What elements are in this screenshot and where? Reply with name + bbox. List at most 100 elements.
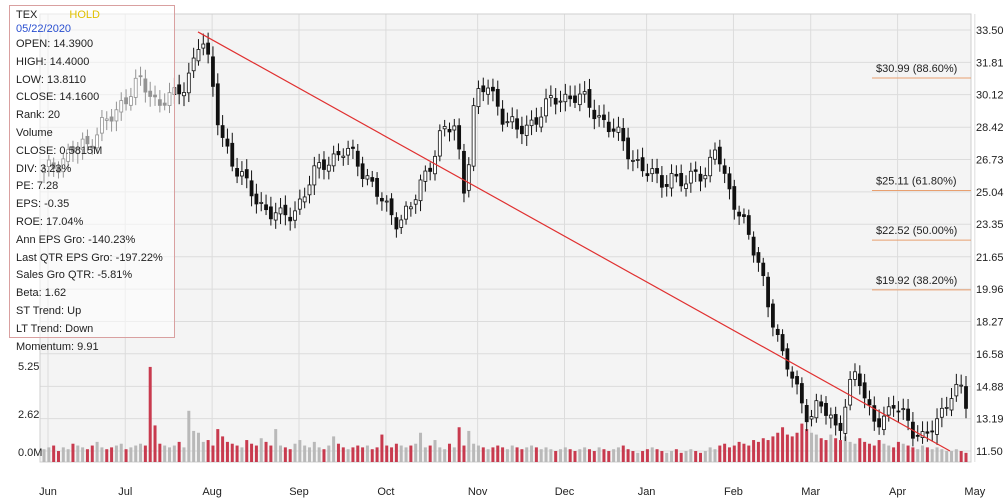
volume-bar: [737, 441, 741, 462]
candle: [442, 119, 447, 137]
volume-bar: [906, 445, 910, 462]
stat-value: 14.1600: [59, 91, 100, 104]
candle: [857, 365, 862, 395]
volume-bar: [206, 440, 210, 462]
volume-bar: [259, 438, 263, 462]
candle: [722, 158, 727, 184]
volume-bar: [510, 445, 514, 462]
stat-row: Momentum: 9.91: [16, 340, 99, 353]
price-tick-label: 18.27: [976, 316, 1004, 328]
volume-bar: [279, 445, 283, 462]
volume-bar: [520, 449, 524, 462]
volume-bar: [61, 447, 65, 462]
volume-bar: [592, 451, 596, 462]
volume-bar: [935, 447, 939, 462]
volume-bar: [356, 445, 360, 462]
candle: [413, 194, 418, 214]
stat-value: 14.3900: [53, 38, 94, 50]
volume-bar: [105, 449, 109, 462]
volume-bar: [153, 425, 157, 462]
candle: [713, 142, 717, 165]
candle: [326, 156, 331, 180]
volume-bar: [732, 445, 736, 462]
volume-bar: [288, 449, 292, 462]
volume-bar: [419, 432, 423, 462]
candle: [809, 409, 814, 427]
candle: [539, 107, 544, 133]
price-tick-label: 28.42: [976, 122, 1004, 134]
volume-bar: [428, 445, 432, 462]
price-tick-label: 33.50: [976, 25, 1004, 37]
trend-line: [197, 31, 951, 452]
volume-bar: [863, 441, 867, 462]
volume-bar: [930, 449, 934, 462]
volume-bar: [56, 451, 60, 462]
volume-bar: [168, 447, 172, 462]
volume-bar: [810, 432, 814, 462]
date-axis: Jun Jul Aug Sep Oct Nov Dec Jan Feb Mar Apr May: [39, 486, 986, 498]
month-tick-label: Jan: [638, 486, 656, 498]
stat-row: ST Trend: Up: [16, 304, 82, 317]
date-row: 05/22/2020: [16, 22, 174, 36]
candle: [491, 78, 495, 102]
candle: [708, 149, 713, 183]
volume-bar: [819, 438, 823, 462]
candle: [404, 201, 408, 225]
volume-bar: [723, 443, 727, 462]
candle: [882, 406, 886, 436]
month-tick-label: Apr: [889, 486, 906, 498]
volume-bar: [341, 447, 345, 462]
candle: [964, 376, 968, 419]
volume-bar: [293, 443, 297, 462]
volume-bar: [327, 445, 331, 462]
volume-bar: [872, 445, 876, 462]
volume-bar: [172, 445, 176, 462]
volume-bar: [196, 432, 200, 462]
candle: [462, 143, 466, 203]
volume-bar: [578, 449, 582, 462]
volume-bar: [568, 449, 572, 462]
volume-bar: [896, 441, 900, 462]
volume-bar: [312, 441, 316, 462]
volume-bar: [481, 447, 485, 462]
volume-bar: [694, 451, 698, 462]
candle: [848, 371, 853, 411]
volume-bar: [756, 441, 760, 462]
volume-bar: [148, 366, 152, 462]
stat-label: LT Trend: [16, 322, 60, 335]
stat-row: Ann EPS Gro: -140.23%: [16, 233, 136, 246]
volume-bar: [467, 430, 471, 462]
volume-bar: [607, 451, 611, 462]
volume-bar: [829, 434, 833, 462]
volume-bar: [332, 436, 336, 462]
candle: [452, 118, 457, 141]
volume-bar: [385, 445, 389, 462]
stat-label: EPS: [16, 198, 39, 211]
volume-bar: [824, 440, 828, 462]
stat-row: EPS: -0.35: [16, 198, 70, 211]
volume-bar: [47, 447, 51, 462]
volume-bar: [959, 451, 963, 462]
volume-bar: [843, 436, 847, 462]
volume-bar: [409, 445, 413, 462]
candle: [346, 140, 351, 166]
candle: [278, 198, 283, 225]
volume-bar: [554, 451, 558, 462]
volume-bar: [423, 447, 427, 462]
candle: [949, 387, 954, 417]
volume-bar: [399, 445, 403, 462]
volume-bar: [530, 445, 534, 462]
volume-bar: [641, 451, 645, 462]
candle: [553, 88, 558, 115]
candle: [959, 374, 964, 394]
month-tick-label: Sep: [289, 486, 309, 498]
candle: [935, 408, 939, 445]
candle: [225, 128, 230, 154]
volume-bar: [221, 436, 225, 462]
stat-label: ROE: [16, 215, 40, 228]
stat-value: -5.81%: [97, 269, 133, 282]
volume-bar: [182, 447, 186, 462]
stat-label: Last QTR EPS Gro: [16, 251, 110, 264]
candle: [351, 139, 355, 159]
candle: [259, 192, 264, 212]
